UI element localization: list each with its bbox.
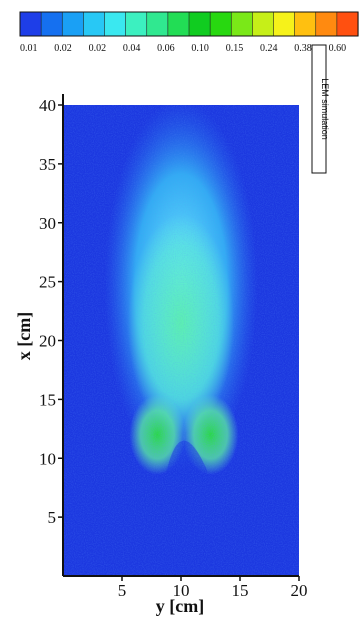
colorbar <box>19 11 359 37</box>
y-tick-label: 25 <box>39 273 56 292</box>
y-axis-ticks: 5 10 15 20 25 30 35 40 <box>39 96 63 527</box>
colorbar-label: 0.24 <box>260 43 278 54</box>
colorbar-swatch <box>40 11 63 37</box>
colorbar-label: 0.38 <box>294 43 312 54</box>
colorbar-swatch <box>336 11 359 37</box>
y-axis-label: x [cm] <box>14 312 34 360</box>
x-axis-ticks: 5 10 15 20 <box>118 576 308 600</box>
y-tick-label: 40 <box>39 96 56 115</box>
y-tick-label: 10 <box>39 449 56 468</box>
colorbar-label: 0.10 <box>191 43 209 54</box>
y-tick-label: 20 <box>39 332 56 351</box>
x-axis-label: y [cm] <box>156 596 204 616</box>
colorbar-label: 0.06 <box>157 43 175 54</box>
colorbar-swatch <box>209 11 232 37</box>
colorbar-label: 0.01 <box>20 43 38 54</box>
annotation-box: LEM simulation <box>311 44 330 174</box>
y-tick-label: 35 <box>39 155 56 174</box>
colorbar-swatch <box>146 11 169 37</box>
colorbar-label: 0.60 <box>329 43 347 54</box>
colorbar-swatch <box>230 11 253 37</box>
colorbar-swatch <box>294 11 317 37</box>
annotation-text: LEM simulation <box>320 78 330 140</box>
colorbar-swatch <box>83 11 106 37</box>
x-tick-label: 5 <box>118 581 127 600</box>
colorbar-swatch <box>273 11 296 37</box>
colorbar-swatch <box>19 11 42 37</box>
colorbar-swatch <box>61 11 84 37</box>
colorbar-label: 0.02 <box>89 43 107 54</box>
colorbar-frame <box>19 11 359 37</box>
colorbar-swatch <box>104 11 127 37</box>
colorbar-label: 0.04 <box>123 43 141 54</box>
x-tick-label: 10 <box>173 581 190 600</box>
colorbar-swatch <box>315 11 338 37</box>
colorbar-swatch <box>167 11 190 37</box>
y-tick-label: 5 <box>48 508 57 527</box>
field-noise <box>63 105 299 576</box>
x-tick-label: 15 <box>232 581 249 600</box>
colorbar-swatch <box>188 11 211 37</box>
y-tick-label: 30 <box>39 214 56 233</box>
colorbar-label: 0.02 <box>54 43 72 54</box>
x-tick-label: 20 <box>291 581 308 600</box>
y-tick-label: 15 <box>39 390 56 409</box>
plot-area: 5 10 15 20 25 30 35 40 5 10 15 20 <box>39 94 308 600</box>
colorbar-label: 0.15 <box>226 43 244 54</box>
colorbar-swatch <box>125 11 148 37</box>
colorbar-swatch <box>252 11 275 37</box>
colorbar-labels: 0.01 0.02 0.02 0.04 0.06 0.10 0.15 0.24 0.38 0.60 <box>20 43 346 54</box>
